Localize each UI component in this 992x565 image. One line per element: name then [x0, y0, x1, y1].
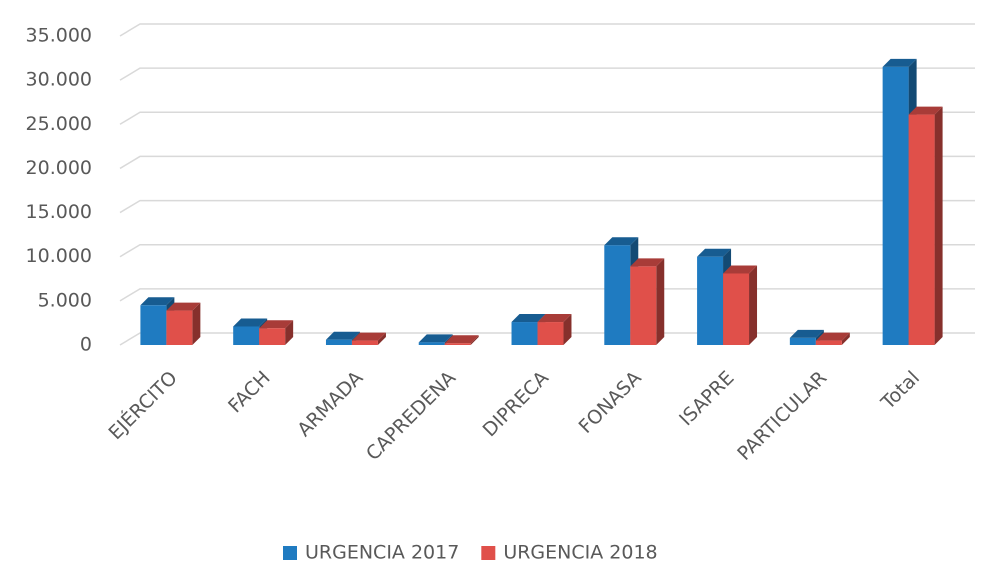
- bar-front: [259, 328, 286, 345]
- bar: [444, 335, 479, 345]
- legend-swatch: [283, 546, 297, 560]
- bar-top: [815, 332, 850, 341]
- y-tick-label: 35.000: [26, 25, 92, 47]
- x-tick-label: Total: [876, 367, 924, 415]
- bar-front: [882, 66, 909, 346]
- legend-label: URGENCIA 2018: [503, 542, 657, 564]
- grid-line: [119, 111, 975, 125]
- x-tick-label: DIPRECA: [479, 367, 553, 441]
- grid-line: [119, 23, 975, 37]
- bar: [351, 332, 386, 345]
- bar-top: [908, 106, 943, 115]
- x-tick-label: PARTICULAR: [733, 367, 831, 465]
- bar-side: [470, 335, 479, 345]
- bar-top: [325, 331, 360, 340]
- bar: [166, 302, 201, 345]
- bar: [259, 320, 294, 345]
- bar-front: [351, 340, 378, 345]
- bar-top: [259, 320, 294, 329]
- bar-top: [233, 318, 268, 327]
- bar: [723, 265, 758, 345]
- bar-side: [749, 265, 758, 345]
- x-tick-label: EJÉRCITO: [104, 366, 182, 444]
- bar-top: [630, 258, 665, 267]
- y-tick-label: 5.000: [38, 289, 92, 311]
- bar: [233, 318, 268, 345]
- bar-side: [934, 106, 943, 346]
- bar-top: [444, 335, 479, 344]
- bar-front: [511, 322, 538, 345]
- bar: [537, 314, 572, 345]
- y-tick-label: 25.000: [26, 113, 92, 135]
- bar-side: [841, 332, 850, 345]
- y-tick-label: 15.000: [26, 201, 92, 223]
- bar-front: [140, 305, 167, 345]
- bar-front: [233, 326, 260, 345]
- x-tick-label: FONASA: [575, 367, 646, 438]
- grid-line: [119, 155, 975, 170]
- grid-line: [119, 67, 975, 81]
- legend-swatch: [481, 546, 496, 560]
- bar-top: [537, 314, 572, 323]
- legend-label: URGENCIA 2017: [305, 542, 459, 564]
- bar-front: [604, 245, 631, 345]
- bar-front: [325, 339, 352, 345]
- x-tick-label: ARMADA: [293, 367, 367, 441]
- bar-front: [537, 322, 564, 345]
- y-tick-label: 10.000: [26, 245, 92, 267]
- bar-top: [511, 314, 546, 323]
- bar: [908, 106, 943, 346]
- bar-side: [656, 258, 665, 345]
- bar-front: [444, 343, 471, 345]
- bar-side: [285, 320, 294, 345]
- x-tick-label: CAPREDENA: [362, 367, 460, 465]
- bar-front: [789, 337, 816, 345]
- bar-top: [604, 237, 639, 246]
- y-tick-label: 20.000: [26, 157, 92, 179]
- grid-line: [119, 243, 975, 258]
- bar-side: [563, 314, 572, 345]
- bar-front: [166, 310, 193, 345]
- bar-top: [789, 329, 824, 338]
- x-tick-label: FACH: [224, 367, 274, 417]
- bar: [815, 332, 850, 345]
- bar-front: [908, 114, 935, 346]
- bar-top: [882, 58, 917, 67]
- bar-front: [815, 340, 842, 345]
- bar-front: [418, 342, 445, 345]
- bar-side: [192, 302, 201, 345]
- bar-front: [697, 256, 724, 345]
- bar-front: [630, 266, 657, 345]
- grid-line: [119, 199, 975, 214]
- bar-top: [723, 265, 758, 274]
- bar: [630, 258, 665, 345]
- bar-top: [418, 334, 453, 343]
- grid-line: [119, 288, 975, 302]
- bar-top: [166, 302, 201, 311]
- bar-top: [140, 297, 175, 306]
- grid-line: [119, 332, 975, 346]
- y-tick-label: 0: [80, 334, 92, 356]
- bar-front: [723, 273, 750, 345]
- y-tick-label: 30.000: [26, 69, 92, 91]
- x-tick-label: ISAPRE: [675, 367, 738, 430]
- bar-top: [351, 332, 386, 341]
- bar-side: [377, 332, 386, 345]
- bar-top: [697, 248, 732, 257]
